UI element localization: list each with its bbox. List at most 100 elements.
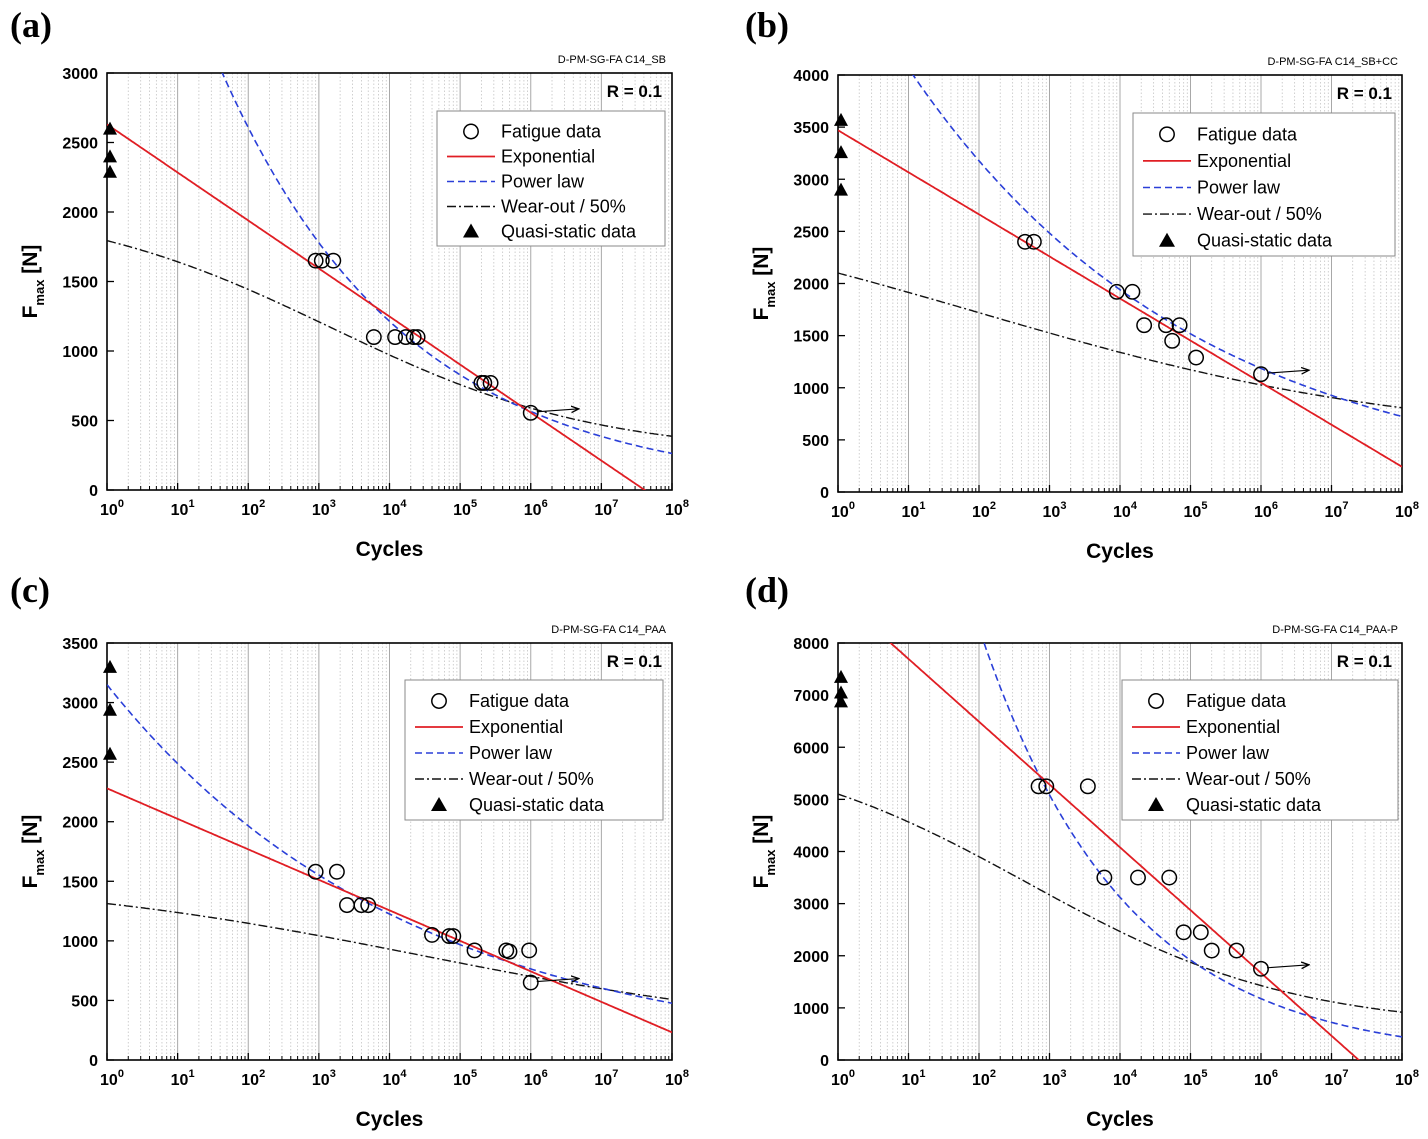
fatigue-data-point [1158,317,1175,334]
runout-arrow [536,979,579,982]
x-tick-label: 101 [171,1068,195,1089]
curve-layer [838,643,1402,1060]
y-axis-title: Fmax [N] [19,245,47,319]
y-tick-label: 4000 [793,845,829,862]
specimen-code: D-PM-SG-FA C14_PAA [551,624,666,636]
exponential-curve [107,787,672,1034]
specimen-code: D-PM-SG-FA C14_SB+CC [1267,56,1398,68]
x-tick-label: 104 [1113,500,1138,521]
legend-label: Wear-out / 50% [501,197,626,217]
legend-symbol-quasi-static [1159,232,1175,247]
legend-label: Wear-out / 50% [1197,204,1322,224]
y-tick-label: 5000 [793,792,829,809]
y-tick-label: 7000 [793,688,829,705]
fatigue-data-point [1079,778,1096,795]
x-tick-label: 104 [1113,1068,1138,1089]
x-tick-label: 106 [1254,1068,1278,1089]
fatigue-data-point [1192,924,1209,941]
fatigue-data-point [307,252,324,269]
y-tick-label: 3500 [62,636,98,653]
fatigue-data-point [424,926,440,943]
fatigue-data-point [1030,778,1047,795]
fatigue-data-point [1025,233,1042,250]
legend-label: Exponential [1197,151,1291,171]
x-tick-label: 100 [831,1068,855,1089]
fatigue-data-point [353,897,370,914]
x-tick-label: 103 [1043,1068,1067,1089]
chart-panel-d: 100 101 102 103 104 105 106 107 108 0 1000 2000 3000… [745,570,1419,1131]
fatigue-data-point [466,942,483,959]
chart-panel-b: 100 101 102 103 104 105 106 107 108 0 500 1000 1500 2… [745,5,1419,563]
specimen-code: D-PM-SG-FA C14_SB [558,54,666,66]
legend-symbol-fatigue [1159,126,1175,143]
legend-label: Power law [501,172,585,192]
x-tick-label: 100 [100,1068,124,1089]
legend-label: Power law [1186,743,1270,763]
fatigue-data-point [441,928,458,945]
fatigue-data-point [1161,869,1178,886]
quasi-static-point [834,694,848,708]
x-tick-label: 101 [902,500,926,521]
legend-label: Power law [1197,178,1281,198]
legend-box [1132,112,1396,257]
y-tick-label: 1500 [62,874,98,891]
y-tick-label: 1000 [62,344,98,361]
fatigue-data-point [1171,317,1188,334]
y-tick-label: 2000 [62,815,98,832]
quasi-static-point [103,149,117,163]
quasi-static-point [834,182,848,196]
y-axis-title: Fmax [N] [19,815,47,889]
legend-label: Fatigue data [1197,124,1298,144]
fatigue-data-point [339,897,355,914]
quasi-static-point [834,669,848,683]
fatigue-data-point [1188,349,1205,366]
wear-out-curve [838,793,1402,1013]
fatigue-data-point [482,375,499,391]
legend-label: Fatigue data [501,122,602,142]
y-tick-label: 3000 [793,897,829,914]
y-tick-label: 2500 [62,136,98,153]
fatigue-data-point [1175,924,1192,941]
x-tick-label: 107 [1325,500,1349,521]
x-tick-label: 106 [1254,500,1278,521]
y-tick-label: 0 [89,483,98,500]
y-tick-label: 6000 [793,740,829,757]
runout-arrow [1266,965,1309,968]
legend-label: Exponential [1186,717,1280,737]
legend-label: Exponential [501,147,595,167]
legend-symbol-quasi-static [431,797,447,811]
legend-symbol-fatigue [431,693,447,709]
legend-label: Exponential [469,717,563,737]
fatigue-data-point [313,252,330,269]
y-tick-label: 1500 [793,329,829,346]
fatigue-data-point [445,928,462,945]
fatigue-data-point [360,897,377,914]
y-tick-label: 500 [802,433,829,450]
x-tick-label: 100 [100,498,124,519]
x-tick-label: 101 [171,498,195,519]
y-tick-label: 3000 [62,66,98,83]
x-tick-label: 103 [312,498,336,519]
wear-out-curve [838,272,1402,409]
fatigue-data-point [476,375,493,391]
legend-symbol-quasi-static [1148,797,1164,811]
y-tick-label: 1000 [62,934,98,951]
legend-label: Quasi-static data [469,795,605,815]
fatigue-data-point [1203,942,1220,959]
x-tick-label: 108 [665,1068,689,1089]
y-tick-label: 2500 [793,224,829,241]
legend-label: Quasi-static data [1186,795,1322,815]
power-law-curve [912,75,1402,418]
y-tick-label: 2000 [793,949,829,966]
fatigue-data-point [1136,317,1153,334]
legend-symbol-fatigue [1148,693,1164,709]
y-tick-label: 3500 [793,120,829,137]
x-tick-label: 107 [1325,1068,1349,1089]
y-tick-label: 8000 [793,636,829,653]
x-tick-label: 102 [972,500,996,521]
fatigue-data-point [522,404,539,421]
wear-out-curve [107,240,672,437]
chart-panel-a: 100 101 102 103 104 105 106 107 108 0 500 1000 1500 2… [10,5,689,561]
quasi-static-point [103,164,117,178]
